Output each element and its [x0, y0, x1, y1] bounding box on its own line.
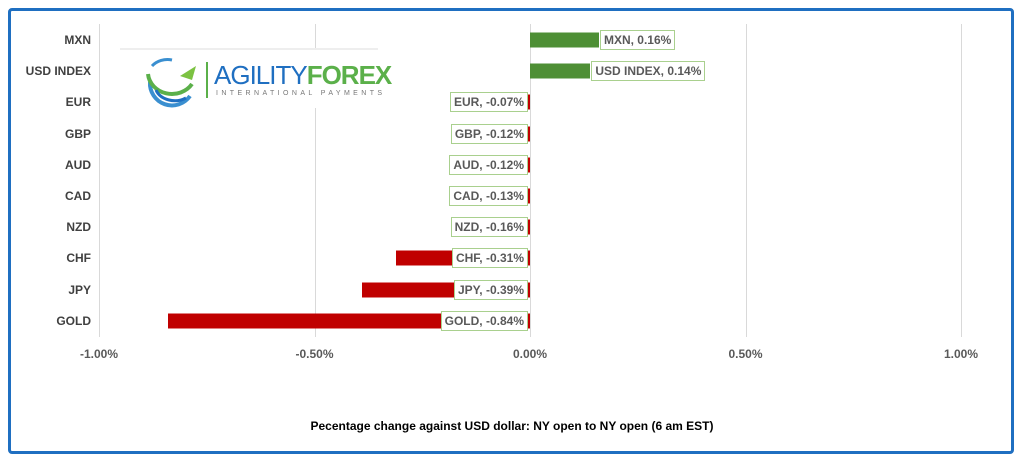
gridline [530, 24, 531, 337]
category-label: CHF [66, 251, 91, 266]
gridline [314, 24, 316, 337]
category-label: NZD [66, 220, 91, 235]
chart-frame [8, 8, 1014, 454]
data-label: USD INDEX, 0.14% [591, 61, 706, 82]
logo-brand-b: FOREX [306, 60, 393, 90]
category-label: GBP [64, 126, 91, 141]
gridline [745, 24, 747, 337]
bar-usd-index [530, 63, 591, 79]
data-label: JPY, -0.39% [453, 279, 528, 300]
data-label: NZD, -0.16% [450, 217, 528, 238]
logo-tagline: INTERNATIONAL PAYMENTS [216, 90, 386, 97]
gridline [961, 24, 962, 337]
category-label: CAD [65, 189, 91, 203]
x-tick-label: 0.00% [512, 347, 548, 361]
globe-arrow-icon [146, 58, 196, 108]
category-label: USD INDEX [25, 64, 91, 79]
category-label: AUD [65, 157, 91, 172]
category-label: GOLD [56, 313, 91, 328]
category-label: JPY [68, 282, 91, 297]
bar-gold [167, 313, 530, 329]
agility-forex-logo: AGILITYFOREX INTERNATIONAL PAYMENTS [120, 48, 392, 108]
x-tick-label: -0.50% [295, 347, 334, 361]
x-axis-label: Pecentage change against USD dollar: NY … [310, 419, 714, 433]
data-label: CHF, -0.31% [451, 248, 528, 269]
gridline [99, 24, 100, 337]
data-label: GOLD, -0.84% [440, 310, 528, 331]
category-label: EUR [65, 95, 91, 110]
data-label: EUR, -0.07% [449, 92, 528, 113]
x-tick-label: -1.00% [79, 347, 119, 361]
data-label: GBP, -0.12% [450, 123, 528, 144]
category-label: MXN [64, 33, 91, 47]
x-tick-label: 0.50% [728, 347, 763, 361]
data-label: CAD, -0.13% [449, 186, 528, 206]
x-tick-label: 1.00% [943, 347, 979, 361]
bar-mxn [530, 32, 599, 48]
logo-brand-a: AGILITY [214, 60, 308, 90]
data-label: AUD, -0.12% [449, 154, 528, 175]
data-label: MXN, 0.16% [599, 30, 676, 50]
